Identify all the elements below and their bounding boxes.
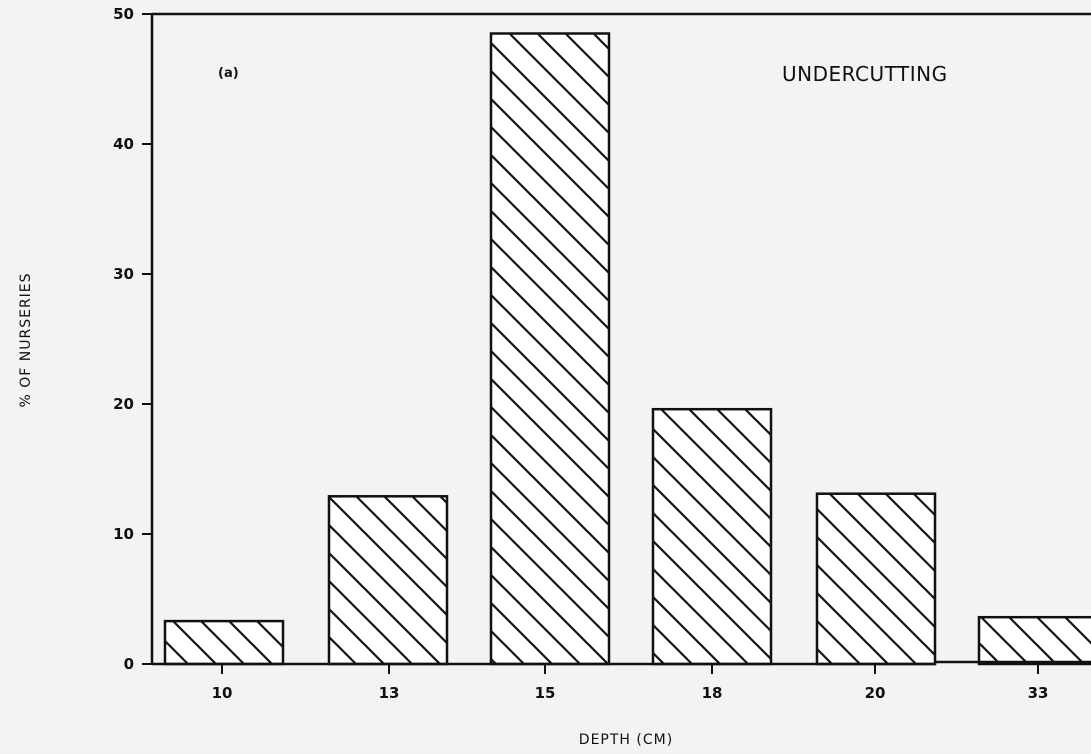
bar-18 — [651, 407, 773, 666]
y-tick-label-0: 0 — [124, 655, 134, 673]
x-axis-title: DEPTH (CM) — [579, 732, 673, 748]
x-tick-label-15: 15 — [535, 684, 556, 702]
x-ticks-layer: 10 13 15 18 20 33 — [212, 664, 1049, 702]
panel-label: (a) — [218, 66, 239, 81]
x-tick-label-20: 20 — [865, 684, 886, 702]
y-tick-label-10: 10 — [113, 525, 134, 543]
bar-20 — [815, 492, 937, 666]
x-tick-label-13: 13 — [379, 684, 400, 702]
x-tick-label-10: 10 — [212, 684, 233, 702]
bar-15 — [489, 32, 611, 666]
y-tick-label-30: 30 — [113, 265, 134, 283]
y-tick-label-50: 50 — [113, 5, 134, 23]
y-tick-label-40: 40 — [113, 135, 134, 153]
bar-13 — [327, 495, 449, 666]
x-tick-label-18: 18 — [702, 684, 723, 702]
bar-33 — [977, 615, 1091, 666]
y-tick-label-20: 20 — [113, 395, 134, 413]
y-axis-title: % OF NURSERIES — [18, 272, 34, 407]
x-tick-label-33: 33 — [1028, 684, 1049, 702]
bar-10 — [163, 619, 285, 666]
y-ticks-layer: 0 10 20 30 40 50 — [113, 5, 152, 673]
bars-layer — [163, 32, 1091, 666]
chart-title: UNDERCUTTING — [782, 62, 948, 86]
